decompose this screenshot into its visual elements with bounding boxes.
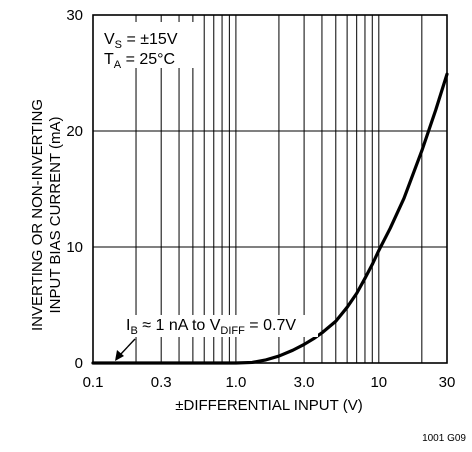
x-tick-label: 30 [439,374,456,391]
x-tick-label: 0.1 [83,374,104,391]
ib-note-arrow-line [119,338,136,356]
conditions-box-bg [100,22,198,68]
y-axis-title-line-2: INPUT BIAS CURRENT (mA) [47,117,64,314]
x-tick-label: 3.0 [294,374,315,391]
x-tick-label: 1.0 [225,374,246,391]
y-axis-title-line-1: INVERTING OR NON-INVERTING [29,99,46,331]
x-tick-labels: 0.1 0.3 1.0 3.0 10 30 [83,374,456,391]
condition-supply: VS = ±15V [104,31,178,51]
figure-code: 1001 G09 [422,433,466,444]
ib-note: IB ≈ 1 nA to VDIFF = 0.7V [126,317,296,337]
ib-note-arrowhead [115,350,124,361]
y-axis-title: INVERTING OR NON-INVERTING INPUT BIAS CU… [29,99,64,331]
x-tick-label: 10 [370,374,387,391]
x-tick-label: 0.3 [151,374,172,391]
y-tick-label: 30 [66,7,83,24]
x-axis-title: ±DIFFERENTIAL INPUT (V) [175,397,362,414]
y-tick-label: 0 [75,355,83,372]
y-tick-labels: 0 10 20 30 [66,7,83,372]
plot-frame [92,14,448,364]
ib-note-bg [123,315,318,337]
y-tick-label: 10 [66,239,83,256]
condition-temperature: TA = 25°C [104,51,175,71]
series-line [91,72,449,365]
y-tick-label: 20 [66,123,83,140]
